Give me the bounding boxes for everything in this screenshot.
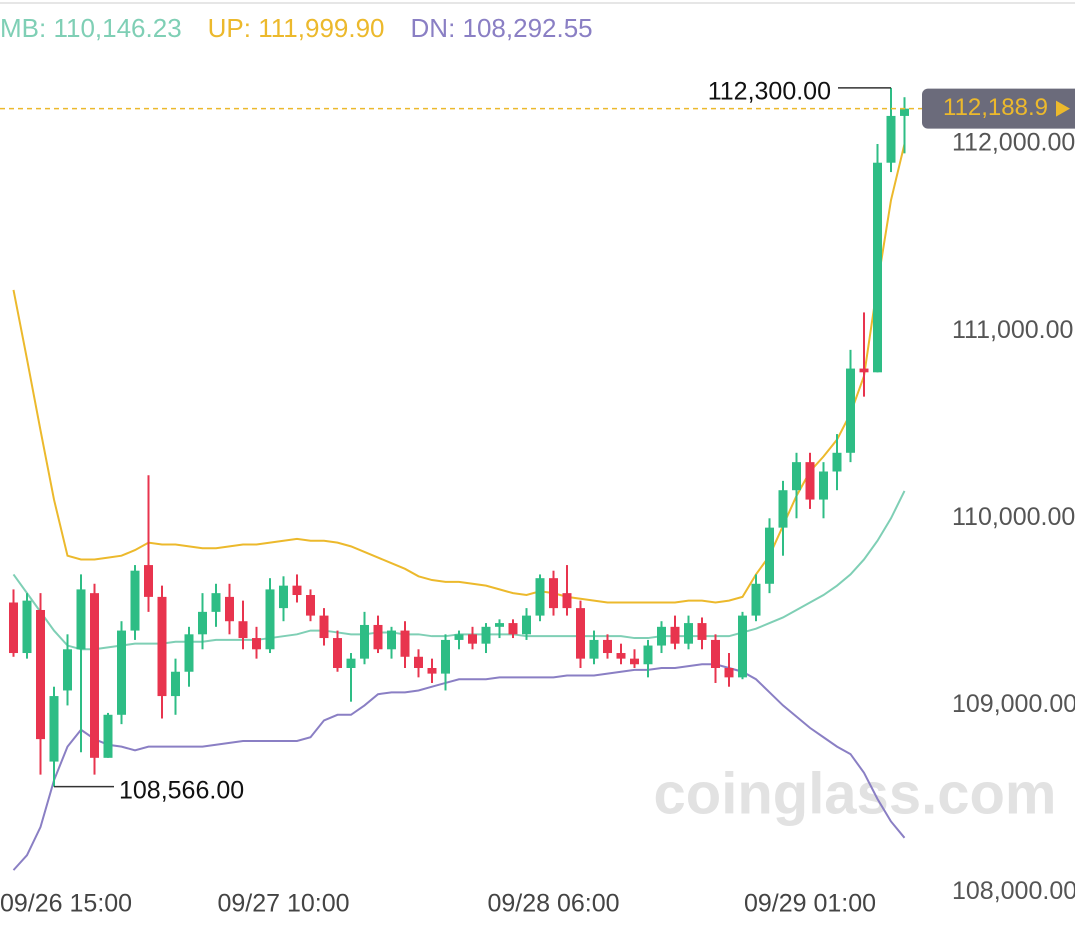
candle-body xyxy=(157,596,167,697)
annotation-label: 108,566.00 xyxy=(119,776,244,804)
candle-body xyxy=(535,578,545,616)
candle-body xyxy=(792,462,801,491)
candle-body xyxy=(508,623,518,635)
annotation-label: 112,300.00 xyxy=(708,77,831,105)
y-tick-label: 108,000.00 xyxy=(952,877,1075,905)
y-tick-label: 111,000.00 xyxy=(952,316,1073,344)
legend-entry: UP: 111,999.90 xyxy=(208,13,385,43)
candle-body xyxy=(832,452,842,472)
legend-name: MB: xyxy=(0,13,53,43)
band-line xyxy=(12,663,906,871)
candle-body xyxy=(616,653,626,659)
candle-body xyxy=(468,634,477,644)
candle-body xyxy=(495,623,504,627)
candle-body xyxy=(900,108,909,116)
candle-body xyxy=(873,162,882,373)
candle-body xyxy=(819,471,828,500)
candle-body xyxy=(522,615,531,635)
candle-body xyxy=(711,639,720,668)
candle-body xyxy=(481,626,491,644)
y-tick-label: 112,000.00 xyxy=(952,129,1075,157)
candle-body xyxy=(198,611,207,635)
candle-body xyxy=(414,656,423,668)
candle-body xyxy=(360,624,369,659)
candle-body xyxy=(90,593,99,758)
candle-body xyxy=(441,639,450,674)
legend-name: UP: xyxy=(208,13,259,43)
candle-body xyxy=(103,714,113,758)
candle-body xyxy=(238,621,248,639)
candle-body xyxy=(387,630,396,650)
y-tick-label: 110,000.00 xyxy=(952,503,1075,531)
candle-body xyxy=(765,527,774,584)
candle-body xyxy=(333,638,342,668)
candle-body xyxy=(171,671,180,697)
candle-body xyxy=(22,600,32,654)
candle-body xyxy=(751,583,761,616)
candle-body xyxy=(63,649,72,691)
watermark: coinglass.com xyxy=(654,761,1057,826)
x-tick-label: 09/26 15:00 xyxy=(0,890,132,918)
candle-body xyxy=(292,585,302,596)
candle-body xyxy=(211,593,221,612)
price-tag-arrow xyxy=(1056,100,1070,117)
candle-body xyxy=(9,602,18,654)
candle-body xyxy=(117,630,126,715)
candle-body xyxy=(684,623,693,644)
price-tag xyxy=(922,88,1075,129)
x-tick-label: 09/29 01:00 xyxy=(744,890,876,918)
legend-entry: DN: 108,292.55 xyxy=(411,13,593,43)
price-tag-label: 112,188.9 xyxy=(943,94,1048,121)
candle-body xyxy=(427,668,437,674)
candle-body xyxy=(643,645,653,665)
candle-body xyxy=(346,658,356,668)
candle-body xyxy=(859,368,869,373)
candle-body xyxy=(657,626,666,646)
candle-body xyxy=(265,589,275,650)
candle-body xyxy=(846,368,855,453)
legend-value: 110,146.23 xyxy=(53,13,181,43)
legend-value: 108,292.55 xyxy=(463,13,593,43)
candle-body xyxy=(630,658,639,665)
x-tick-label: 09/28 06:00 xyxy=(487,890,619,918)
candle-body xyxy=(252,638,261,650)
candle-body xyxy=(886,115,896,163)
candle-body xyxy=(738,615,747,678)
candle-body xyxy=(130,570,140,631)
candle-body xyxy=(36,609,45,740)
candle-body xyxy=(724,668,734,678)
candle-body xyxy=(589,639,599,659)
candle-body xyxy=(400,630,410,657)
candle-body xyxy=(144,565,153,597)
candle-body xyxy=(279,585,288,609)
candle-body xyxy=(373,624,383,650)
candle-body xyxy=(576,608,585,659)
legend-name: DN: xyxy=(411,13,463,43)
candle-body xyxy=(76,589,86,650)
candle-body xyxy=(697,623,707,640)
candle-body xyxy=(454,634,464,640)
candle-body xyxy=(670,626,680,644)
candle-body xyxy=(225,596,234,622)
x-tick-label: 09/27 10:00 xyxy=(217,890,349,918)
legend-entry: MB: 110,146.23 xyxy=(0,13,182,43)
candle-body xyxy=(562,593,572,609)
candle-body xyxy=(306,595,315,616)
candle-body xyxy=(778,490,788,528)
candle-body xyxy=(49,696,59,762)
y-tick-label: 109,000.00 xyxy=(952,690,1075,718)
candle-body xyxy=(319,615,329,639)
candle-body xyxy=(184,634,194,672)
candle-body xyxy=(603,639,612,654)
candle-body xyxy=(805,462,815,500)
candle-body xyxy=(549,578,558,609)
legend-value: 111,999.90 xyxy=(258,13,384,43)
